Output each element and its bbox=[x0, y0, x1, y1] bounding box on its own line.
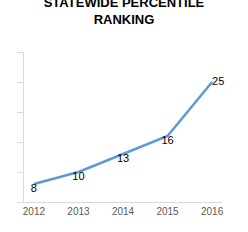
svg-text:2013: 2013 bbox=[67, 206, 90, 217]
svg-text:16: 16 bbox=[161, 134, 173, 146]
svg-text:8: 8 bbox=[31, 182, 37, 194]
svg-text:10: 10 bbox=[72, 170, 84, 182]
svg-text:2014: 2014 bbox=[112, 206, 135, 217]
svg-text:2016: 2016 bbox=[201, 206, 224, 217]
svg-text:25: 25 bbox=[212, 75, 224, 87]
svg-text:2015: 2015 bbox=[156, 206, 179, 217]
svg-text:2012: 2012 bbox=[23, 206, 46, 217]
svg-text:STATEWIDE PERCENTILERANKING: STATEWIDE PERCENTILERANKING bbox=[44, 0, 205, 27]
svg-text:13: 13 bbox=[117, 152, 129, 164]
